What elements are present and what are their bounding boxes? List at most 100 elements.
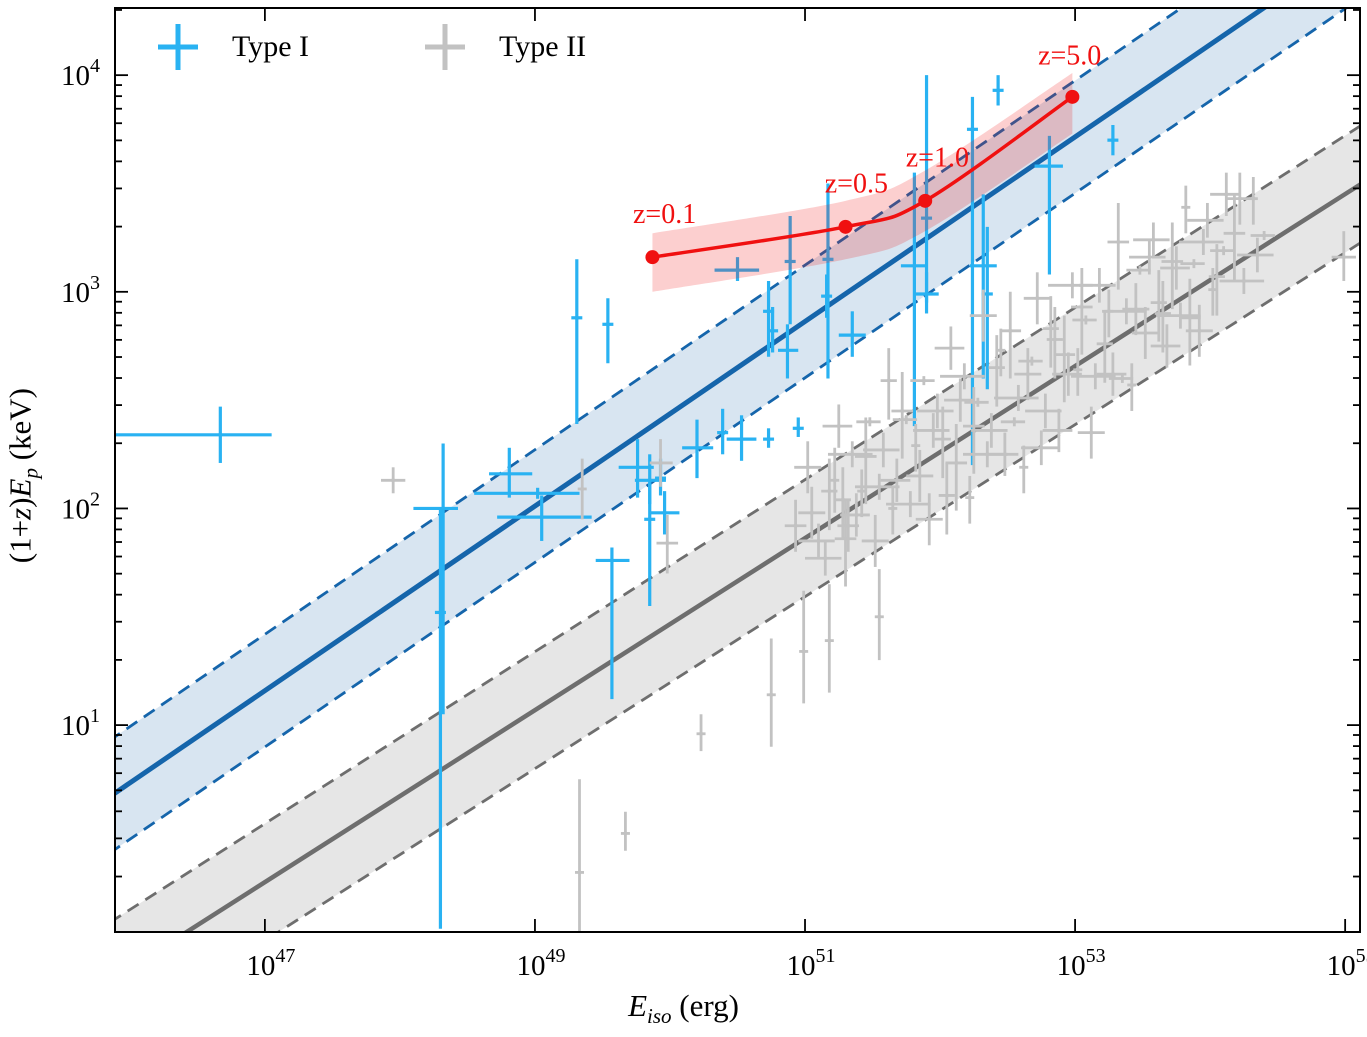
- data-point: [1008, 328, 1013, 333]
- data-point: [535, 491, 540, 496]
- x-tick-label: 1049: [516, 945, 565, 982]
- data-point: [1151, 237, 1156, 242]
- data-point: [924, 291, 929, 296]
- plot-area: [115, 8, 1360, 932]
- data-point: [785, 348, 790, 353]
- data-point: [1341, 255, 1346, 260]
- data-point: [854, 512, 859, 517]
- data-point: [1097, 283, 1102, 288]
- data-point: [441, 506, 446, 511]
- redshift-track-band: [652, 72, 1073, 292]
- data-point: [846, 523, 851, 528]
- y-tick-label: 103: [61, 272, 100, 309]
- data-point: [1043, 408, 1048, 413]
- data-point: [970, 127, 975, 132]
- data-point: [985, 291, 990, 296]
- data-point: [981, 263, 986, 268]
- data-point: [766, 309, 771, 314]
- data-point: [1232, 231, 1237, 236]
- legend-item-type-ii: Type II: [425, 24, 586, 70]
- data-point: [1016, 395, 1021, 400]
- redshift-label: z=1.0: [906, 142, 969, 173]
- data-point: [647, 517, 652, 522]
- type-ii-relation-lower-dashed: [275, 241, 1360, 932]
- data-point: [809, 510, 814, 515]
- data-point: [900, 408, 905, 413]
- data-point: [1201, 239, 1206, 244]
- type-ii-relation-bestfit-line: [182, 181, 1360, 932]
- data-point: [824, 294, 829, 299]
- data-point: [954, 460, 959, 465]
- redshift-dot-z-0-1: [645, 250, 660, 265]
- y-axis-label: (1+z)Ep (keV): [2, 388, 43, 564]
- data-point: [1070, 283, 1075, 288]
- data-point: [507, 471, 512, 476]
- type-i-relation-bestfit-line: [115, 8, 1269, 797]
- data-point: [1237, 196, 1242, 201]
- data-point: [894, 478, 899, 483]
- data-point: [1089, 430, 1094, 435]
- data-point: [827, 489, 832, 494]
- data-point: [1255, 252, 1260, 257]
- data-point: [924, 216, 929, 221]
- legend-item-type-i: Type I: [158, 24, 309, 70]
- data-point: [1048, 326, 1053, 331]
- x-tick-label: 1051: [787, 945, 836, 982]
- data-point: [958, 398, 963, 403]
- data-point: [985, 452, 990, 457]
- data-point: [1147, 255, 1152, 260]
- data-point: [989, 428, 994, 433]
- data-point: [827, 638, 832, 643]
- data-point: [699, 731, 704, 736]
- data-point: [832, 478, 837, 483]
- legend: Type I Type II: [158, 24, 586, 70]
- data-point: [574, 315, 579, 320]
- data-point: [1106, 309, 1111, 314]
- data-point: [994, 365, 999, 370]
- redshift-dot-z-5-0: [1065, 89, 1080, 104]
- data-point: [1035, 296, 1040, 301]
- redshift-label: z=0.5: [825, 168, 888, 199]
- data-point: [940, 437, 945, 442]
- data-point: [539, 515, 544, 520]
- x-tick-label: 1053: [1057, 945, 1106, 982]
- data-point: [981, 313, 986, 318]
- axes-frame: [114, 7, 1361, 933]
- data-point: [1224, 192, 1229, 197]
- data-point: [881, 447, 886, 452]
- data-point: [886, 378, 891, 383]
- data-point: [1102, 341, 1107, 346]
- data-point: [665, 541, 670, 546]
- data-point: [609, 558, 614, 563]
- data-point: [1156, 300, 1161, 305]
- data-point: [971, 424, 976, 429]
- data-point: [843, 536, 848, 541]
- data-point: [1129, 382, 1134, 387]
- data-point: [823, 556, 828, 561]
- data-point: [623, 831, 628, 836]
- y-tick-label: 104: [61, 55, 100, 92]
- data-point: [904, 417, 909, 422]
- data-point: [890, 506, 895, 511]
- data-point: [836, 424, 841, 429]
- data-point: [1170, 259, 1175, 264]
- data-point: [863, 454, 868, 459]
- data-point: [1137, 268, 1142, 273]
- data-point: [1039, 445, 1044, 450]
- data-point: [1191, 261, 1196, 266]
- data-point: [735, 268, 740, 273]
- data-point: [944, 493, 949, 498]
- redshift-track-curve: [652, 95, 1074, 259]
- legend-label-type-ii: Type II: [499, 30, 587, 63]
- data-point: [962, 374, 967, 379]
- data-point: [1197, 328, 1202, 333]
- data-point: [1160, 311, 1165, 316]
- data-point: [1210, 287, 1215, 292]
- axis-ticks: [115, 8, 1360, 932]
- data-point: [931, 428, 936, 433]
- data-point: [1187, 315, 1192, 320]
- redshift-label: z=5.0: [1038, 41, 1101, 72]
- data-point: [1174, 265, 1179, 270]
- data-point: [788, 259, 793, 264]
